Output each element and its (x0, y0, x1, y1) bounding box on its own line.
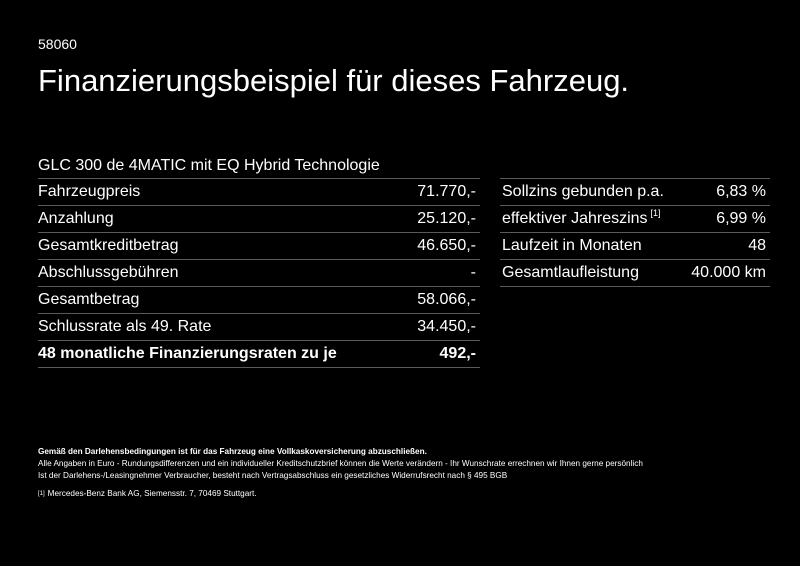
footnote: [1] Mercedes-Benz Bank AG, Siemensstr. 7,… (38, 488, 778, 500)
row-value: 48 (682, 232, 770, 260)
table-row: Abschlussgebühren - (38, 259, 480, 287)
insurance-note: Gemäß den Darlehensbedingungen ist für d… (38, 447, 427, 456)
legal-notes: Gemäß den Darlehensbedingungen ist für d… (38, 446, 778, 500)
row-value: 25.120,- (403, 205, 480, 233)
vehicle-model: GLC 300 de 4MATIC mit EQ Hybrid Technolo… (38, 157, 380, 174)
table-row: Laufzeit in Monaten 48 (500, 232, 770, 260)
row-label-cell: effektiver Jahreszins [1] (500, 205, 683, 233)
footnote-text: Mercedes-Benz Bank AG, Siemensstr. 7, 70… (47, 489, 257, 498)
row-label: Abschlussgebühren (38, 259, 404, 287)
row-value: 6,83 % (682, 178, 770, 206)
row-label: Gesamtbetrag (38, 286, 404, 314)
footnote-marker: [1] (38, 491, 45, 497)
row-label: 48 monatliche Finanzierungsraten zu je (38, 340, 404, 368)
row-label: Gesamtkreditbetrag (38, 232, 404, 260)
table-row: Gesamtbetrag 58.066,- (38, 286, 480, 314)
row-label: Sollzins gebunden p.a. (500, 178, 683, 206)
table-row: Gesamtkreditbetrag 46.650,- (38, 232, 480, 260)
row-value: 34.450,- (403, 313, 480, 341)
row-label: Laufzeit in Monaten (500, 232, 683, 260)
row-value: - (403, 259, 480, 287)
table-row: Sollzins gebunden p.a. 6,83 % (500, 178, 770, 206)
row-label: Schlussrate als 49. Rate (38, 313, 404, 341)
row-value: 58.066,- (403, 286, 480, 314)
row-value: 71.770,- (403, 178, 480, 206)
row-value: 492,- (403, 340, 480, 368)
page-title: Finanzierungsbeispiel für dieses Fahrzeu… (38, 63, 630, 98)
financing-table: Fahrzeugpreis 71.770,- Anzahlung 25.120,… (38, 178, 480, 368)
table-row: Anzahlung 25.120,- (38, 205, 480, 233)
row-label: effektiver Jahreszins (502, 210, 648, 227)
table-row: effektiver Jahreszins [1] 6,99 % (500, 205, 770, 233)
vehicle-code: 58060 (38, 36, 77, 52)
disclaimer-line: Alle Angaben in Euro - Rundungsdifferenz… (38, 459, 643, 468)
row-label: Fahrzeugpreis (38, 178, 404, 206)
interest-table: Sollzins gebunden p.a. 6,83 % effektiver… (500, 178, 770, 287)
monthly-rate-row: 48 monatliche Finanzierungsraten zu je 4… (38, 340, 480, 368)
table-row: Gesamtlaufleistung 40.000 km (500, 259, 770, 287)
table-row: Schlussrate als 49. Rate 34.450,- (38, 313, 480, 341)
row-label: Gesamtlaufleistung (500, 259, 683, 287)
row-value: 40.000 km (682, 259, 770, 287)
footnote-ref: [1] (650, 208, 661, 218)
withdrawal-note: Ist der Darlehens-/Leasingnehmer Verbrau… (38, 471, 508, 480)
row-value: 46.650,- (403, 232, 480, 260)
row-value: 6,99 % (682, 205, 770, 233)
row-label: Anzahlung (38, 205, 404, 233)
table-row: Fahrzeugpreis 71.770,- (38, 178, 480, 206)
